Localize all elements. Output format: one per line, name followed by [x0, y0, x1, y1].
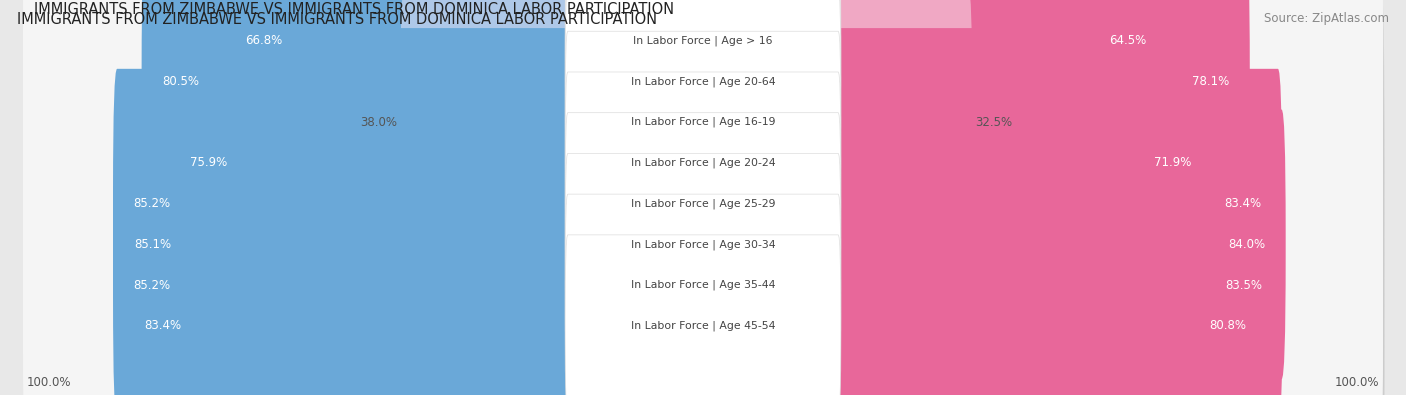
Text: In Labor Force | Age > 16: In Labor Force | Age > 16	[633, 36, 773, 46]
FancyBboxPatch shape	[766, 109, 1285, 379]
Text: 32.5%: 32.5%	[976, 116, 1012, 129]
Text: 85.1%: 85.1%	[134, 238, 172, 251]
FancyBboxPatch shape	[112, 69, 640, 339]
FancyBboxPatch shape	[22, 0, 1384, 181]
Text: In Labor Force | Age 30-34: In Labor Force | Age 30-34	[631, 239, 775, 250]
FancyBboxPatch shape	[565, 0, 841, 132]
FancyBboxPatch shape	[24, 267, 1385, 395]
FancyBboxPatch shape	[124, 191, 640, 395]
FancyBboxPatch shape	[766, 150, 1282, 395]
Text: In Labor Force | Age 20-64: In Labor Force | Age 20-64	[631, 76, 775, 87]
FancyBboxPatch shape	[24, 227, 1385, 395]
FancyBboxPatch shape	[766, 0, 1167, 175]
FancyBboxPatch shape	[225, 0, 640, 175]
FancyBboxPatch shape	[766, 28, 1212, 298]
Text: In Labor Force | Age 35-44: In Labor Force | Age 35-44	[631, 280, 775, 290]
FancyBboxPatch shape	[114, 109, 640, 379]
FancyBboxPatch shape	[565, 153, 841, 335]
FancyBboxPatch shape	[24, 145, 1385, 395]
Text: 64.5%: 64.5%	[1109, 34, 1147, 47]
Text: 78.1%: 78.1%	[1192, 75, 1229, 88]
Text: 66.8%: 66.8%	[245, 34, 283, 47]
Text: 71.9%: 71.9%	[1154, 156, 1192, 169]
Text: 75.9%: 75.9%	[190, 156, 228, 169]
Text: 85.2%: 85.2%	[134, 278, 170, 292]
FancyBboxPatch shape	[565, 0, 841, 172]
FancyBboxPatch shape	[22, 23, 1384, 303]
Text: 38.0%: 38.0%	[360, 116, 398, 129]
FancyBboxPatch shape	[766, 69, 1282, 339]
Text: 83.4%: 83.4%	[145, 319, 181, 332]
FancyBboxPatch shape	[24, 186, 1385, 395]
Text: In Labor Force | Age 16-19: In Labor Force | Age 16-19	[631, 117, 775, 128]
FancyBboxPatch shape	[565, 31, 841, 213]
Text: 100.0%: 100.0%	[27, 376, 72, 389]
FancyBboxPatch shape	[565, 72, 841, 254]
Text: IMMIGRANTS FROM ZIMBABWE VS IMMIGRANTS FROM DOMINICA LABOR PARTICIPATION: IMMIGRANTS FROM ZIMBABWE VS IMMIGRANTS F…	[17, 12, 657, 27]
FancyBboxPatch shape	[24, 23, 1385, 303]
FancyBboxPatch shape	[24, 0, 1385, 262]
FancyBboxPatch shape	[24, 105, 1385, 384]
Text: 83.5%: 83.5%	[1226, 278, 1263, 292]
FancyBboxPatch shape	[112, 150, 640, 395]
Text: 84.0%: 84.0%	[1229, 238, 1265, 251]
FancyBboxPatch shape	[170, 28, 640, 298]
FancyBboxPatch shape	[22, 0, 1384, 221]
FancyBboxPatch shape	[766, 0, 1250, 216]
FancyBboxPatch shape	[22, 64, 1384, 343]
FancyBboxPatch shape	[22, 105, 1384, 384]
Text: In Labor Force | Age 20-24: In Labor Force | Age 20-24	[631, 158, 775, 168]
FancyBboxPatch shape	[22, 145, 1384, 395]
Text: IMMIGRANTS FROM ZIMBABWE VS IMMIGRANTS FROM DOMINICA LABOR PARTICIPATION: IMMIGRANTS FROM ZIMBABWE VS IMMIGRANTS F…	[34, 2, 673, 17]
Text: In Labor Force | Age 45-54: In Labor Force | Age 45-54	[631, 320, 775, 331]
FancyBboxPatch shape	[22, 0, 1384, 262]
FancyBboxPatch shape	[22, 186, 1384, 395]
Text: 83.4%: 83.4%	[1225, 197, 1261, 210]
Text: 100.0%: 100.0%	[1334, 376, 1379, 389]
FancyBboxPatch shape	[766, 0, 973, 257]
FancyBboxPatch shape	[565, 235, 841, 395]
FancyBboxPatch shape	[142, 0, 640, 216]
FancyBboxPatch shape	[24, 64, 1385, 343]
FancyBboxPatch shape	[565, 194, 841, 376]
FancyBboxPatch shape	[766, 191, 1267, 395]
Text: Source: ZipAtlas.com: Source: ZipAtlas.com	[1264, 12, 1389, 25]
Text: 85.2%: 85.2%	[134, 197, 170, 210]
Text: In Labor Force | Age 25-29: In Labor Force | Age 25-29	[631, 198, 775, 209]
FancyBboxPatch shape	[401, 0, 640, 257]
Text: 80.5%: 80.5%	[162, 75, 198, 88]
Text: 80.8%: 80.8%	[1209, 319, 1246, 332]
FancyBboxPatch shape	[565, 113, 841, 295]
